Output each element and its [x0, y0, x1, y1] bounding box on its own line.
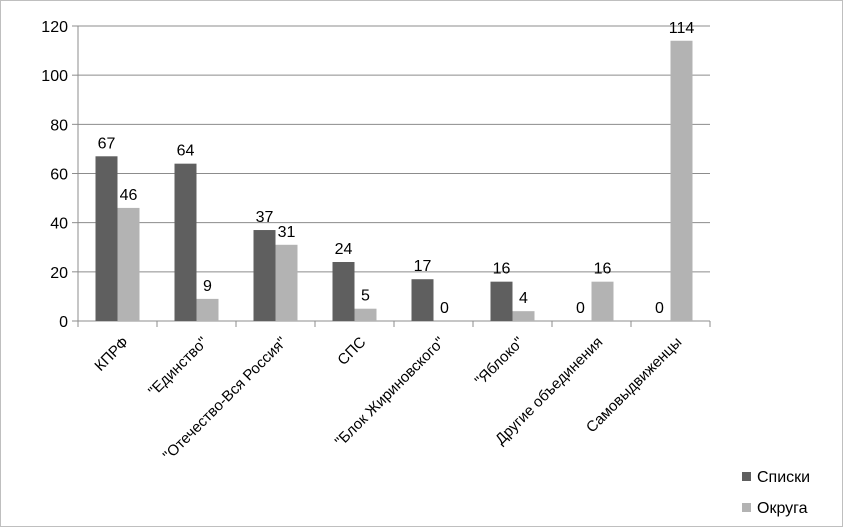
- bar-spiski: [332, 262, 355, 321]
- bar-okruga: [196, 298, 219, 321]
- y-tick-label: 120: [41, 19, 68, 36]
- data-label: 5: [361, 288, 370, 305]
- data-label: 0: [576, 300, 585, 317]
- y-tick-label: 100: [41, 68, 68, 85]
- bar-okruga: [670, 40, 693, 321]
- data-label: 9: [203, 278, 212, 295]
- data-label: 64: [177, 143, 195, 160]
- bars: [95, 40, 693, 321]
- data-label: 46: [120, 187, 138, 204]
- y-tick-label: 20: [50, 265, 68, 282]
- category-labels: КПРФ "Единство""Отечество-Вся Россия" СПС"…: [91, 334, 685, 465]
- data-label: 31: [278, 224, 296, 241]
- bar-spiski: [490, 281, 513, 321]
- data-label: 17: [414, 258, 432, 275]
- data-label: 24: [335, 241, 353, 258]
- data-label: 16: [594, 261, 612, 278]
- bar-okruga: [117, 207, 140, 321]
- category-label: "Яблоко": [472, 334, 528, 390]
- data-label: 0: [440, 300, 449, 317]
- data-label: 114: [669, 20, 695, 37]
- bar-spiski: [411, 279, 434, 321]
- bar-spiski: [95, 156, 118, 321]
- category-label: "Единство": [145, 334, 211, 400]
- category-label: КПРФ: [91, 334, 132, 375]
- y-tick-label: 40: [50, 216, 68, 233]
- data-label: 67: [98, 135, 116, 152]
- data-label: 0: [655, 300, 664, 317]
- legend: Списки Округа: [742, 469, 810, 517]
- y-tick-label: 0: [59, 314, 68, 331]
- category-label: СПС: [334, 334, 369, 369]
- data-label: 16: [493, 261, 511, 278]
- gridlines: [78, 25, 710, 273]
- bar-okruga: [512, 311, 535, 321]
- legend-swatch: [742, 472, 751, 481]
- data-label: 37: [256, 209, 274, 226]
- legend-label: Списки: [757, 469, 810, 486]
- legend-swatch: [742, 503, 751, 512]
- bar-spiski: [253, 230, 276, 321]
- legend-label: Округа: [757, 500, 808, 517]
- y-tick-label: 80: [50, 117, 68, 134]
- bar-okruga: [275, 244, 298, 321]
- bar-okruga: [354, 308, 377, 321]
- data-label: 4: [519, 290, 528, 307]
- y-tick-label: 60: [50, 167, 68, 184]
- bar-okruga: [591, 281, 614, 321]
- bar-spiski: [174, 163, 197, 321]
